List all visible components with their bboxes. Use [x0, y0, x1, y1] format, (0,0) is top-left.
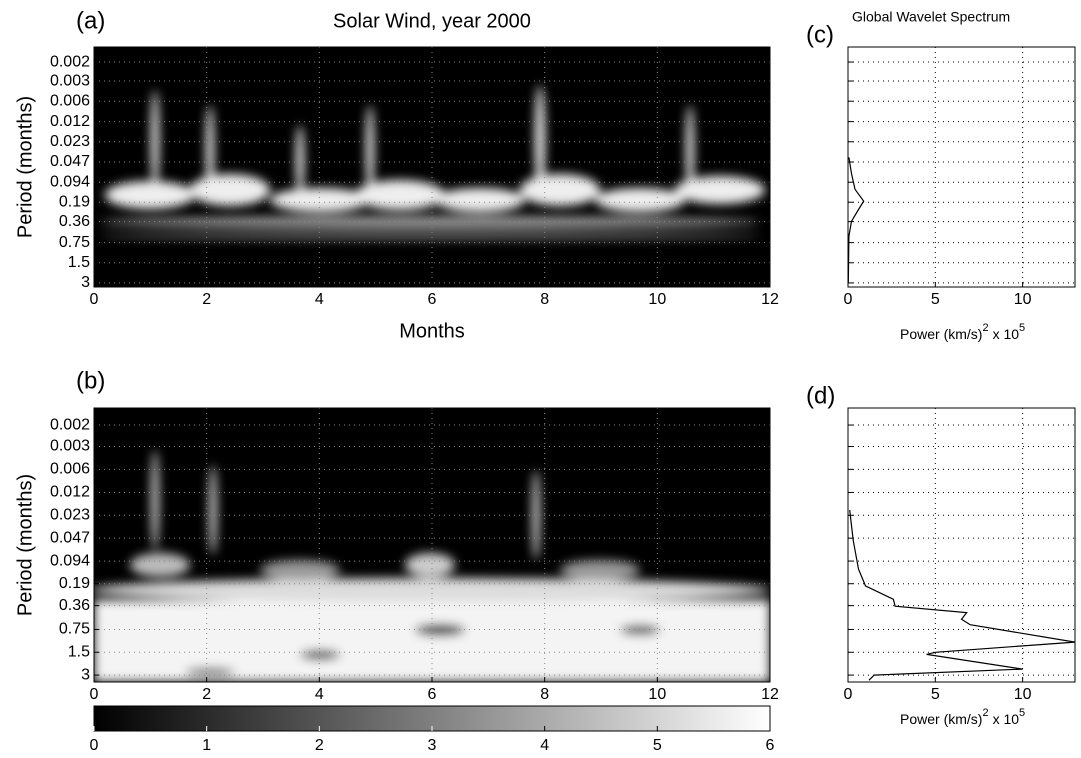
x-axis-label: Power (km/s)2 x 105 [900, 322, 1025, 342]
y-tick-label: 0.002 [50, 416, 90, 433]
panel-label: (a) [76, 7, 105, 34]
y-tick-label: 0.094 [50, 173, 90, 190]
spectrum-line [847, 157, 865, 283]
x-tick-label: 6 [428, 291, 437, 308]
x-tick-label: 2 [202, 291, 211, 308]
colorbar-label: 2 [315, 737, 324, 754]
y-tick-label: 0.006 [50, 92, 90, 109]
y-tick-label: 0.006 [50, 461, 90, 478]
x-tick-label: 12 [761, 291, 779, 308]
heatmap-image [94, 408, 770, 682]
plot-frame [93, 407, 771, 683]
plot-area [848, 47, 1075, 287]
chart-title: Global Wavelet Spectrum [852, 9, 1010, 25]
x-label-sup: 2 [982, 707, 988, 719]
plot-frame [93, 46, 771, 288]
y-tick-label: 0.047 [50, 153, 90, 170]
colorbar-label: 6 [766, 737, 775, 754]
y-tick-label: 0.19 [59, 193, 90, 210]
chart-title: Solar Wind, year 2000 [333, 10, 531, 32]
y-tick-label: 0.012 [50, 113, 90, 130]
x-tick-label: 10 [648, 291, 666, 308]
x-axis-label: Power (km/s)2 x 105 [900, 707, 1025, 727]
plot-area [848, 408, 1075, 682]
x-tick-label: 12 [761, 686, 779, 703]
y-tick-label: 3 [81, 274, 90, 291]
y-tick-label: 1.5 [68, 254, 90, 271]
colorbar-label: 3 [428, 737, 437, 754]
plot-frame [847, 46, 1076, 288]
x-label-text: x 10 [993, 326, 1020, 342]
y-tick-label: 0.36 [59, 597, 90, 614]
x-tick-label: 2 [202, 686, 211, 703]
x-tick-label: 8 [540, 291, 549, 308]
panel-label: (b) [76, 367, 105, 394]
x-label-sup: 5 [1019, 322, 1025, 334]
x-tick-label: 0 [90, 291, 99, 308]
y-tick-label: 0.094 [50, 552, 90, 569]
x-tick-label: 10 [1014, 291, 1032, 308]
colorbar-label: 4 [540, 737, 549, 754]
colorbar-label: 5 [653, 737, 662, 754]
y-tick-label: 0.75 [59, 621, 90, 638]
y-tick-label: 1.5 [68, 643, 90, 660]
x-tick-label: 5 [931, 686, 940, 703]
y-tick-label: 0.002 [50, 53, 90, 70]
y-axis-label: Period (months) [14, 96, 36, 238]
y-tick-label: 0.023 [50, 506, 90, 523]
x-axis-label: Months [399, 320, 465, 342]
x-tick-label: 4 [315, 686, 324, 703]
y-tick-label: 3 [81, 666, 90, 683]
x-label-sup: 5 [1019, 707, 1025, 719]
colorbar-label: 1 [202, 737, 211, 754]
x-tick-label: 0 [90, 686, 99, 703]
x-tick-label: 0 [844, 291, 853, 308]
panel-label: (c) [806, 21, 834, 48]
x-tick-label: 10 [648, 686, 666, 703]
y-tick-label: 0.012 [50, 484, 90, 501]
x-label-text: Power (km/s) [900, 711, 982, 727]
x-tick-label: 5 [931, 291, 940, 308]
y-tick-label: 0.36 [59, 213, 90, 230]
x-tick-label: 10 [1014, 686, 1032, 703]
spectrum-line [849, 510, 1076, 681]
colorbar-label: 0 [90, 737, 99, 754]
x-label-text: Power (km/s) [900, 326, 982, 342]
x-tick-label: 6 [428, 686, 437, 703]
plot-frame [847, 407, 1076, 683]
x-tick-label: 4 [315, 291, 324, 308]
y-tick-label: 0.003 [50, 72, 90, 89]
y-tick-label: 0.75 [59, 234, 90, 251]
y-tick-label: 0.023 [50, 133, 90, 150]
x-tick-label: 8 [540, 686, 549, 703]
y-tick-label: 0.003 [50, 438, 90, 455]
x-label-text: x 10 [993, 711, 1020, 727]
y-axis-label: Period (months) [14, 474, 36, 616]
y-tick-label: 0.047 [50, 529, 90, 546]
x-label-sup: 2 [982, 322, 988, 334]
x-tick-label: 0 [844, 686, 853, 703]
y-tick-label: 0.19 [59, 575, 90, 592]
panel-label: (d) [806, 382, 835, 409]
